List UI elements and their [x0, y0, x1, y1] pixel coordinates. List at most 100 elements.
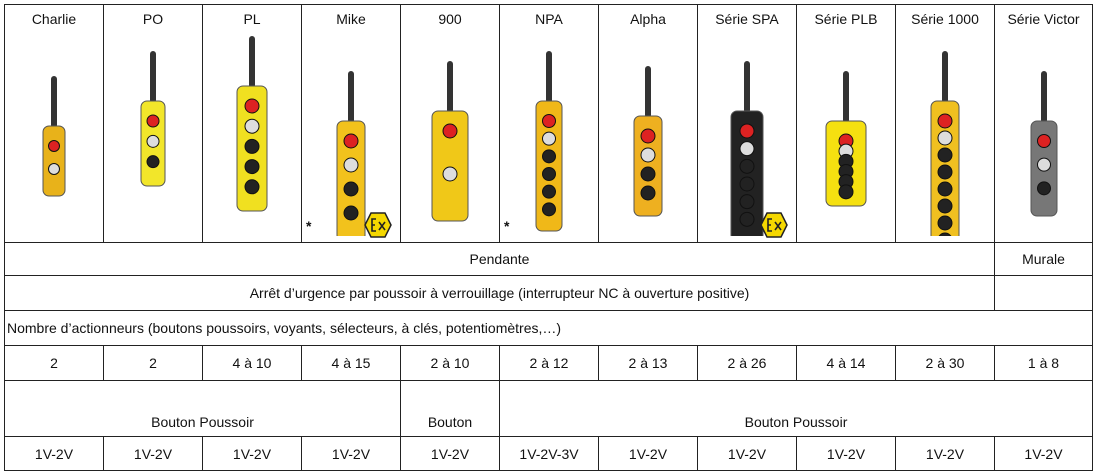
- cable: [348, 71, 354, 123]
- cell: 4 à 10: [202, 345, 302, 381]
- product-cell: Série 1000: [895, 4, 995, 243]
- product-cell: Alpha: [598, 4, 698, 243]
- button: [343, 181, 359, 197]
- product-cell: Charlie: [4, 4, 104, 243]
- cell: 1V-2V: [796, 436, 896, 471]
- ex-hexagon: [364, 212, 392, 238]
- note-mark: *: [504, 218, 510, 234]
- button: [640, 185, 656, 201]
- button: [244, 138, 260, 154]
- button: [146, 134, 160, 148]
- button: [343, 157, 359, 173]
- button: [244, 98, 260, 114]
- button: [244, 159, 260, 175]
- button: [244, 118, 260, 134]
- cable: [51, 76, 57, 128]
- product-name: Série PLB: [814, 11, 878, 27]
- product-name: NPA: [535, 11, 563, 27]
- button: [542, 131, 556, 146]
- button: [542, 149, 556, 164]
- cable: [1040, 71, 1047, 123]
- cell: 1 à 8: [994, 345, 1093, 381]
- button: [739, 176, 755, 192]
- product-image: [633, 66, 663, 217]
- product-image: [825, 71, 867, 207]
- cable: [249, 36, 255, 88]
- product-name: Série SPA: [715, 11, 779, 27]
- cell: 2 à 26: [697, 345, 797, 381]
- cell: 4 à 15: [301, 345, 401, 381]
- cable: [942, 51, 948, 103]
- cell: 1V-2V-3V: [499, 436, 599, 471]
- cell: 2 à 30: [895, 345, 995, 381]
- cell: 1V-2V: [103, 436, 203, 471]
- button: [343, 133, 359, 149]
- button: [542, 184, 556, 199]
- cell: 1V-2V: [697, 436, 797, 471]
- cell: Arrêt d’urgence par poussoir à verrouill…: [4, 275, 995, 311]
- cell: Nombre d’actionneurs (boutons poussoirs,…: [4, 310, 1093, 346]
- ex-glyph: [371, 218, 386, 232]
- cell: 1V-2V: [895, 436, 995, 471]
- button: [48, 163, 60, 175]
- product-name: Série Victor: [1007, 11, 1080, 27]
- product-image: [236, 36, 268, 212]
- cell: 2 à 12: [499, 345, 599, 381]
- button: [1036, 134, 1051, 148]
- button: [542, 167, 556, 181]
- button: [937, 198, 953, 214]
- product-image: [1030, 71, 1057, 217]
- cell: 1V-2V: [301, 436, 401, 471]
- header-row: Charlie PO PL Mike * 900 NPA * Alpha Série SPA Sér…: [4, 4, 1093, 243]
- button: [1036, 181, 1051, 196]
- body: [535, 100, 563, 232]
- product-name: PO: [142, 11, 164, 27]
- cell: 1V-2V: [598, 436, 698, 471]
- button: [442, 166, 458, 182]
- cell: Bouton Poussoir: [4, 380, 401, 437]
- ex-icon: [760, 212, 788, 238]
- button: [542, 202, 556, 217]
- button: [739, 123, 755, 139]
- button: [244, 179, 260, 195]
- cell: Bouton: [400, 380, 500, 437]
- button: [146, 114, 160, 128]
- product-name: Série 1000: [911, 11, 979, 27]
- button: [739, 211, 755, 227]
- ex-icon: [364, 212, 392, 238]
- button: [146, 155, 160, 169]
- product-name: Charlie: [31, 11, 77, 27]
- actuators-title-row: Nombre d’actionneurs (boutons poussoirs,…: [4, 310, 1093, 346]
- button: [937, 215, 953, 231]
- cell: 1V-2V: [4, 436, 104, 471]
- cable: [843, 71, 849, 123]
- product-cell: 900: [400, 4, 500, 243]
- button: [838, 184, 854, 200]
- body: [42, 125, 66, 197]
- button: [937, 181, 953, 197]
- product-image: [42, 76, 66, 197]
- product-table: Charlie PO PL Mike * 900 NPA * Alpha Série SPA Sér…: [4, 4, 1093, 471]
- cell: 1V-2V: [400, 436, 500, 471]
- cable: [150, 51, 156, 103]
- cell: 2: [4, 345, 104, 381]
- product-cell: NPA *: [499, 4, 599, 243]
- button: [48, 140, 60, 152]
- product-cell: PO: [103, 4, 203, 243]
- button: [937, 130, 953, 146]
- product-name: Mike: [336, 11, 366, 27]
- stop-row: Arrêt d’urgence par poussoir à verrouill…: [4, 275, 1093, 311]
- button: [739, 194, 755, 210]
- cell: Murale: [994, 242, 1093, 276]
- product-cell: Série Victor: [994, 4, 1093, 243]
- cell: 1V-2V: [994, 436, 1093, 471]
- button-row: Bouton Poussoir Bouton Bouton Poussoir: [4, 380, 1093, 437]
- button: [739, 141, 755, 157]
- cable: [546, 51, 552, 103]
- button: [937, 147, 953, 163]
- product-name: 900: [438, 11, 462, 27]
- product-image: [535, 51, 563, 232]
- cell: Pendante: [4, 242, 995, 276]
